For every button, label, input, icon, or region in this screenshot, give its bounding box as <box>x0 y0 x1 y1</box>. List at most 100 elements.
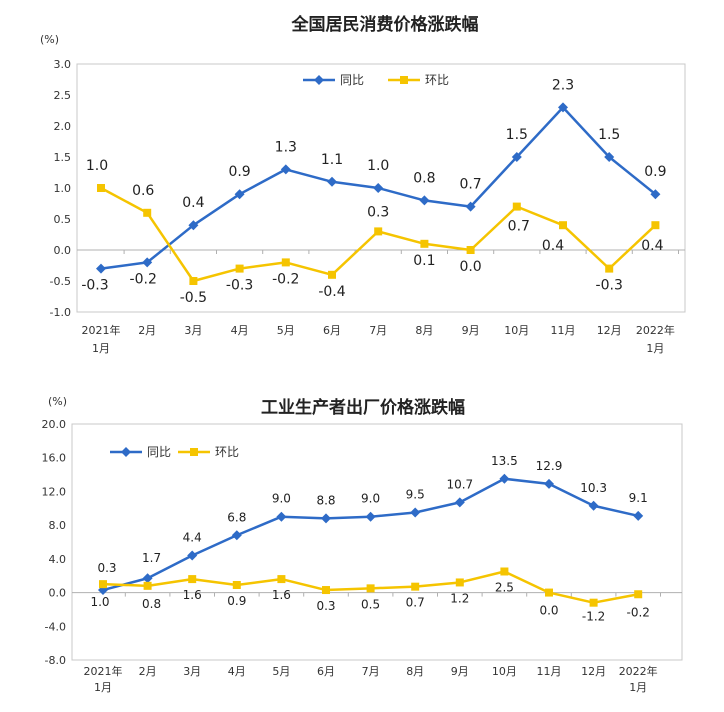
legend-mom-label: 环比 <box>425 73 449 87</box>
legend-yoy-marker <box>121 447 131 457</box>
cpi-data-label-mom: -0.4 <box>318 284 345 300</box>
cpi-x-axis: 2021年 1月 2月 3月 4月 5月 6月 7月 8月 9月 10月 11月 12月 2022年 1月 <box>82 250 679 355</box>
ppi-point-mom <box>589 598 598 607</box>
ppi-chart: 工业生产者出厂价格涨跌幅 (%) 20.0 16.0 12.0 8.0 4.0 0.0 -4… <box>42 395 683 694</box>
cpi-x-tick-label: 8月 <box>415 324 433 337</box>
cpi-data-label-yoy: 1.0 <box>367 158 389 174</box>
ppi-y-tick-label: 4.0 <box>49 553 67 566</box>
cpi-x-tick-label: 11月 <box>551 324 576 337</box>
cpi-data-label-mom: 0.3 <box>367 204 389 220</box>
ppi-point-mom <box>545 588 553 597</box>
cpi-point-mom <box>651 221 660 230</box>
ppi-data-label-yoy: 12.9 <box>536 459 563 473</box>
ppi-point-yoy <box>633 510 644 521</box>
cpi-x-tick-label: 3月 <box>184 324 202 337</box>
cpi-data-label-yoy: 0.7 <box>459 177 481 193</box>
cpi-y-tick-label: 2.0 <box>54 120 72 133</box>
cpi-point-yoy <box>188 220 199 231</box>
ppi-point-mom <box>322 586 330 595</box>
ppi-data-label-mom: -1.2 <box>582 610 605 624</box>
legend-yoy-label: 同比 <box>340 73 364 87</box>
cpi-x-tick-label: 7月 <box>369 324 387 337</box>
cpi-x-tick-label: 1月 <box>646 342 664 355</box>
ppi-data-label-yoy: 8.8 <box>316 493 335 507</box>
ppi-point-yoy <box>365 511 376 522</box>
cpi-x-tick-label: 2021年 <box>82 323 121 337</box>
ppi-data-label-mom: 1.0 <box>90 595 109 609</box>
cpi-y-tick-label: 0.0 <box>54 244 72 257</box>
cpi-data-label-mom: 0.0 <box>459 259 481 275</box>
ppi-point-yoy <box>410 507 421 518</box>
cpi-unit-label: (%) <box>40 33 59 46</box>
ppi-x-tick-label: 6月 <box>317 665 335 678</box>
cpi-point-yoy <box>280 164 291 175</box>
cpi-data-label-mom: -0.3 <box>596 278 623 294</box>
ppi-x-tick-label: 3月 <box>183 665 201 678</box>
ppi-data-label-yoy: 4.4 <box>183 530 202 544</box>
ppi-data-label-yoy: 9.5 <box>406 488 425 502</box>
cpi-x-tick-label: 9月 <box>462 324 480 337</box>
ppi-y-tick-label: -4.0 <box>45 620 66 633</box>
ppi-data-label-yoy: 9.0 <box>272 492 291 506</box>
ppi-point-yoy <box>276 511 287 522</box>
cpi-y-tick-label: 2.5 <box>54 89 72 102</box>
ppi-y-tick-label: 8.0 <box>49 519 67 532</box>
cpi-point-mom <box>466 246 475 254</box>
cpi-data-label-mom: 0.7 <box>508 219 530 235</box>
ppi-chart-title: 工业生产者出厂价格涨跌幅 <box>261 397 465 418</box>
ppi-x-tick-label: 4月 <box>228 665 246 678</box>
cpi-point-mom <box>374 227 383 236</box>
cpi-data-label-mom: -0.5 <box>180 290 207 306</box>
cpi-y-tick-label: 0.5 <box>54 213 72 226</box>
cpi-point-mom <box>420 239 429 248</box>
ppi-x-tick-label: 1月 <box>629 681 647 694</box>
cpi-point-yoy <box>604 152 615 162</box>
ppi-point-mom <box>277 575 286 584</box>
cpi-point-mom <box>189 277 198 285</box>
cpi-x-tick-label: 6月 <box>323 324 341 337</box>
ppi-point-yoy <box>321 513 331 524</box>
ppi-x-tick-label: 5月 <box>272 665 290 678</box>
cpi-point-yoy <box>234 189 245 200</box>
ppi-x-tick-label: 10月 <box>492 665 517 678</box>
ppi-unit-label: (%) <box>48 395 67 408</box>
ppi-data-label-mom: -0.2 <box>626 605 649 619</box>
ppi-x-tick-label: 9月 <box>451 665 469 678</box>
cpi-point-yoy <box>373 183 384 193</box>
ppi-point-yoy <box>142 573 153 584</box>
cpi-plot-area <box>76 63 686 313</box>
cpi-x-tick-label: 2月 <box>138 324 156 337</box>
ppi-series-group: 0.3 1.7 4.4 6.8 9.0 8.8 9.0 9.5 10.7 13.5 12.9 10.3… <box>90 454 649 624</box>
legend-mom-marker <box>400 76 408 84</box>
ppi-data-label-mom: 0.7 <box>406 596 425 610</box>
ppi-data-label-yoy: 10.3 <box>580 481 607 495</box>
cpi-data-label-mom: 0.1 <box>413 253 435 269</box>
cpi-series-group: -0.3 -0.2 0.4 0.9 1.3 1.1 1.0 0.8 0.7 1.5 2.3 1.5 0.… <box>81 77 666 306</box>
ppi-point-yoy <box>187 550 198 561</box>
legend-mom-marker <box>190 448 198 456</box>
ppi-point-yoy <box>499 473 510 484</box>
cpi-point-yoy <box>142 257 153 268</box>
ppi-point-mom <box>411 582 420 591</box>
cpi-point-yoy <box>96 263 106 274</box>
cpi-x-tick-label: 5月 <box>277 324 295 337</box>
ppi-x-tick-label: 2021年 <box>84 664 123 678</box>
cpi-x-tick-label: 1月 <box>92 342 110 355</box>
ppi-point-mom <box>188 575 197 584</box>
cpi-data-label-mom: 1.0 <box>86 158 108 174</box>
cpi-data-label-mom: 0.4 <box>542 238 564 254</box>
cpi-y-axis: 3.0 2.5 2.0 1.5 1.0 0.5 0.0 -0.5 -1.0 <box>50 58 71 319</box>
ppi-plot-area <box>71 423 683 661</box>
ppi-point-yoy <box>231 530 242 541</box>
legend-yoy-label: 同比 <box>147 445 171 459</box>
cpi-data-label-yoy: 2.3 <box>552 77 574 93</box>
ppi-x-tick-label: 8月 <box>406 665 424 678</box>
ppi-point-mom <box>500 567 509 576</box>
ppi-data-label-yoy: 1.7 <box>142 551 161 565</box>
ppi-y-tick-label: 12.0 <box>42 485 67 498</box>
cpi-point-yoy <box>327 176 337 187</box>
ppi-data-label-mom: 1.6 <box>183 588 202 602</box>
cpi-y-tick-label: -1.0 <box>50 306 71 319</box>
cpi-point-mom <box>97 184 105 192</box>
cpi-y-tick-label: 1.0 <box>54 182 72 195</box>
